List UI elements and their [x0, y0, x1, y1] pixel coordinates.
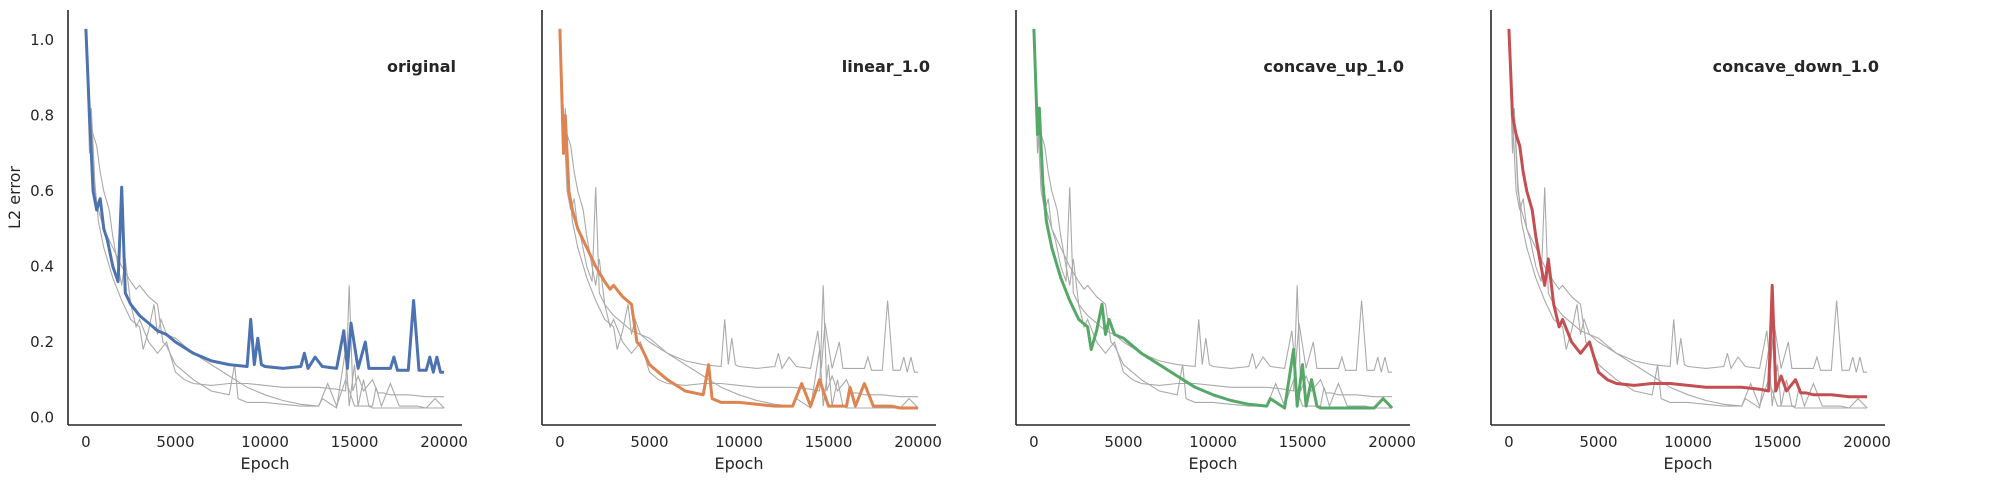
- reference-series-line: [1508, 28, 1868, 409]
- panel-title: concave_down_1.0: [1713, 57, 1879, 76]
- reference-series-line: [85, 28, 445, 409]
- highlighted-series-line: [1032, 28, 1394, 410]
- y-tick-label: 1.0: [30, 31, 54, 49]
- x-tick-label: 5000: [156, 433, 194, 451]
- reference-series-line: [85, 28, 445, 409]
- x-tick-label: 5000: [1104, 433, 1142, 451]
- highlighted-series-line: [1507, 28, 1868, 399]
- y-tick-label: 0.8: [30, 107, 54, 125]
- reference-series-line: [1033, 28, 1393, 373]
- x-axis-label: Epoch: [241, 454, 290, 473]
- x-tick-label: 20000: [894, 433, 942, 451]
- x-tick-label: 0: [1029, 433, 1039, 451]
- chart-panel-1: 0 5000 10000 15000 20000 0.0 0.2 0.4 0.6 0.8 1.0 Ep…: [5, 10, 468, 473]
- x-axis-label: Epoch: [1664, 454, 1713, 473]
- x-tick-label: 15000: [805, 433, 853, 451]
- reference-series-line: [1508, 28, 1868, 409]
- y-tick-label: 0.2: [30, 333, 54, 351]
- x-tick-label: 10000: [715, 433, 763, 451]
- reference-series-line: [1508, 28, 1868, 373]
- x-tick-label: 10000: [241, 433, 289, 451]
- x-axis-label: Epoch: [715, 454, 764, 473]
- x-tick-label: 10000: [1664, 433, 1712, 451]
- x-tick-label: 20000: [1368, 433, 1416, 451]
- chart-panel-4: 0 5000 10000 15000 20000 Epoch concave_down_1.…: [1490, 10, 1891, 473]
- x-tick-label: 15000: [331, 433, 379, 451]
- x-tick-label: 20000: [420, 433, 468, 451]
- reference-series-line: [559, 28, 919, 373]
- panel-title: linear_1.0: [842, 57, 930, 76]
- y-tick-label: 0.4: [30, 258, 54, 276]
- x-tick-label: 0: [1504, 433, 1514, 451]
- highlighted-series-line: [558, 28, 919, 410]
- chart-panel-3: 0 5000 10000 15000 20000 Epoch concave_up_1.0: [1015, 10, 1416, 473]
- reference-series-line: [1033, 28, 1393, 398]
- highlighted-series-line: [84, 28, 445, 374]
- x-tick-label: 0: [81, 433, 91, 451]
- panel-title: concave_up_1.0: [1263, 57, 1404, 76]
- x-tick-label: 0: [555, 433, 565, 451]
- x-tick-label: 10000: [1189, 433, 1237, 451]
- y-tick-label: 0.6: [30, 182, 54, 200]
- x-tick-label: 5000: [1579, 433, 1617, 451]
- x-axis-label: Epoch: [1189, 454, 1238, 473]
- y-tick-label: 0.0: [30, 408, 54, 426]
- x-tick-label: 5000: [630, 433, 668, 451]
- reference-series-line: [85, 28, 445, 398]
- x-tick-label: 20000: [1843, 433, 1891, 451]
- x-tick-label: 15000: [1754, 433, 1802, 451]
- reference-series-line: [559, 28, 919, 409]
- y-axis-label: L2 error: [5, 166, 24, 229]
- x-tick-label: 15000: [1279, 433, 1327, 451]
- reference-series-line: [559, 28, 919, 398]
- reference-series-line: [1033, 28, 1393, 409]
- chart-panel-2: 0 5000 10000 15000 20000 Epoch linear_1.0: [541, 10, 942, 473]
- panel-title: original: [387, 57, 456, 76]
